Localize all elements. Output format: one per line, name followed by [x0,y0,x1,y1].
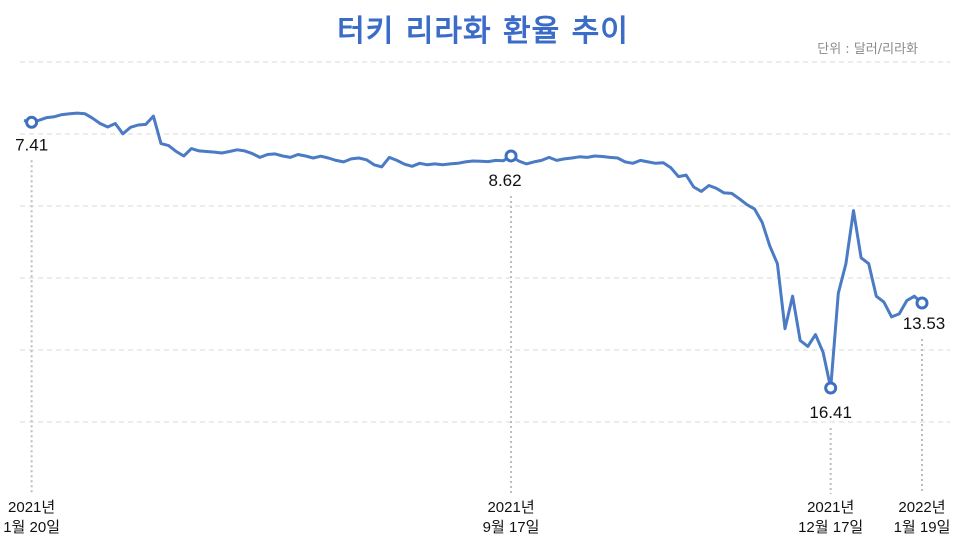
x-tick-label-year: 2021년 [8,499,55,516]
guide-lines [30,160,923,494]
x-tick-label-date: 1월 20일 [3,519,60,536]
point-marker [824,381,838,395]
x-tick-label-date: 1월 19일 [894,519,951,536]
point-marker [504,149,518,163]
series-line [23,111,924,390]
point-marker [25,115,39,129]
point-markers [25,115,929,395]
gridlines [20,61,950,423]
x-tick-label-date: 12월 17일 [798,519,863,536]
x-axis-labels: 2021년 1월 20일 2021년 9월 17일 2021년 12월 17일 2022년 1… [3,499,950,536]
unit-note: 단위 : 달러/리라화 [817,42,918,57]
value-label: 8.62 [489,171,522,190]
x-tick-label-year: 2021년 [487,499,534,516]
chart-title: 터키 리라화 환율 추이 [337,14,629,49]
x-tick-label-year: 2022년 [898,499,945,516]
value-label: 13.53 [903,314,946,333]
point-marker [915,296,929,310]
value-label: 7.41 [15,135,48,154]
x-tick-label-date: 9월 17일 [483,519,540,536]
value-labels: 7.41 8.62 16.41 13.53 [15,135,945,422]
x-tick-label-year: 2021년 [807,499,854,516]
value-label: 16.41 [809,403,852,422]
